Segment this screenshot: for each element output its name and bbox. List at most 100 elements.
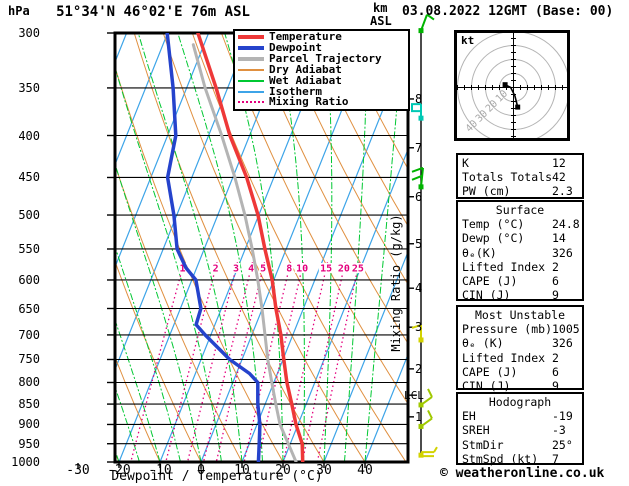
- stats-box-header: Surface: [495, 203, 545, 217]
- stats-row-value: 9: [552, 288, 559, 303]
- wind-barb: [411, 324, 424, 343]
- stats-row-value: 6: [552, 273, 559, 288]
- hodograph-trace: [504, 83, 519, 108]
- legend-label: Temperature: [269, 30, 342, 44]
- sounding-curves: [165, 33, 305, 462]
- km-tick-label: 5: [415, 237, 423, 251]
- mixing-ratio-axis-title: Mixing Ratio (g/kg): [389, 214, 403, 352]
- stats-row: Pressure (mb) 1005: [458, 322, 582, 336]
- km-tick-label: 6: [415, 190, 423, 204]
- stats-row: Temp (°C) 24.8: [458, 217, 582, 231]
- km-tick-label: 8: [415, 92, 423, 106]
- wind-barb: [418, 446, 438, 458]
- temp-tick-label: 30: [316, 463, 332, 478]
- mixing-ratio-value-label: 1: [179, 264, 185, 275]
- temp-tick-label: -10: [148, 463, 172, 478]
- stats-row-value: 42: [552, 170, 566, 185]
- stats-row-label: CIN (J): [462, 288, 511, 303]
- stats-row-label: StmDir: [462, 437, 504, 452]
- stats-row-label: Lifted Index: [462, 350, 546, 365]
- pressure-tick-label: 500: [18, 208, 40, 222]
- stats-row-value: 9: [552, 378, 559, 393]
- stats-row-value: 2: [552, 259, 559, 274]
- stats-row-label: StmSpd (kt): [462, 451, 539, 466]
- legend-item: Temperature: [235, 30, 408, 44]
- temp-tick-label: -30: [66, 463, 90, 478]
- stats-row-label: Pressure (mb): [462, 322, 553, 337]
- altitude-ref-label: ASL: [370, 14, 392, 28]
- mixing-ratio-value-label: 25: [352, 264, 364, 275]
- stats-row-label: Lifted Index: [462, 259, 546, 274]
- km-tick-label: 4: [415, 281, 423, 295]
- stats-row: Totals Totals 42: [458, 170, 582, 184]
- pressure-tick-label: 350: [18, 81, 40, 95]
- stats-row-value: 326: [552, 336, 573, 351]
- stats-row-label: CAPE (J): [462, 364, 518, 379]
- stats-box-hodograph: Hodograph EH -19 SREH -3 StmDir 25° StmSpd (kt)…: [456, 392, 584, 466]
- stats-row: CAPE (J) 6: [458, 274, 582, 288]
- stats-row-value: 326: [552, 245, 573, 260]
- stats-row: CIN (J) 9: [458, 379, 582, 393]
- pressure-tick-label: 850: [18, 397, 40, 411]
- stats-box: K 12 Totals Totals 42 PW (cm) 2.3: [456, 153, 584, 199]
- mixing-ratio-value-label: 2: [213, 264, 219, 275]
- mixing-ratio-value-label: 15: [320, 264, 332, 275]
- hodograph-marker: [515, 104, 521, 110]
- legend-item: Dry Adiabat: [235, 64, 408, 75]
- stats-row-label: CIN (J): [462, 378, 511, 393]
- legend-label: Dewpoint: [269, 41, 322, 55]
- mixing-ratio-value-label: 3: [233, 264, 239, 275]
- mixing-ratio-lines: [130, 262, 360, 462]
- credit-footer: © weatheronline.co.uk: [440, 466, 605, 481]
- temp-tick-label: 10: [234, 463, 250, 478]
- legend-label: Isotherm: [269, 84, 322, 98]
- stats-row-value: 1005: [552, 322, 580, 337]
- legend-swatch-thin: [238, 79, 264, 82]
- stats-row: K 12: [458, 156, 582, 170]
- stats-row-value: 7: [552, 451, 559, 466]
- stats-box-most-unstable: Most Unstable Pressure (mb) 1005 θₑ (K) 326 L…: [456, 305, 584, 393]
- stats-row-label: PW (cm): [462, 184, 511, 199]
- stats-row-value: 2.3: [552, 184, 573, 199]
- pressure-tick-label: 950: [18, 437, 40, 451]
- mixing-ratio-value-label: 8: [286, 264, 292, 275]
- pressure-tick-label: 600: [18, 273, 40, 287]
- stats-row-label: SREH: [462, 423, 490, 438]
- stats-row-label: Dewp (°C): [462, 231, 525, 246]
- pressure-tick-label: 1000: [11, 455, 40, 469]
- wind-barb: [418, 388, 433, 408]
- wind-barb: [411, 166, 424, 190]
- stats-box-surface: Surface Temp (°C) 24.8 Dewp (°C) 14 θₑ(K) 326 L…: [456, 200, 584, 302]
- legend-item: Mixing Ratio: [235, 96, 408, 107]
- mixing-ratio-value-label: 5: [260, 264, 266, 275]
- temp-tick-label: 40: [357, 463, 373, 478]
- page-title: 51°34'N 46°02'E 76m ASL: [56, 4, 250, 20]
- stats-row: CIN (J) 9: [458, 288, 582, 302]
- stats-row-label: θₑ(K): [462, 245, 497, 260]
- legend-swatch-thick: [238, 46, 264, 51]
- stats-row-label: Temp (°C): [462, 217, 525, 232]
- stats-row: SREH -3: [458, 423, 582, 437]
- stats-row-value: 14: [552, 231, 566, 246]
- temp-tick-label: 0: [197, 463, 205, 478]
- stats-row: StmDir 25°: [458, 438, 582, 452]
- stats-row-value: -19: [552, 409, 573, 424]
- dewpoint-curve: [165, 33, 262, 462]
- km-tick-label: 2: [415, 362, 423, 376]
- stats-row: StmSpd (kt) 7: [458, 452, 582, 466]
- stats-row-value: 25°: [552, 437, 573, 452]
- stats-row: θₑ (K) 326: [458, 336, 582, 350]
- pressure-tick-label: 550: [18, 242, 40, 256]
- hodograph-marker: [502, 82, 508, 88]
- pressure-unit-label: hPa: [8, 4, 30, 18]
- temp-tick-label: -20: [107, 463, 131, 478]
- stats-row-label: K: [462, 156, 469, 170]
- legend-item: Dewpoint: [235, 41, 408, 55]
- legend-item: Parcel Trajectory: [235, 53, 408, 64]
- legend-item: Isotherm: [235, 84, 408, 98]
- stats-row: Dewp (°C) 14: [458, 231, 582, 245]
- legend: Temperature Dewpoint Parcel Trajectory Dry …: [233, 29, 410, 111]
- stats-row: PW (cm) 2.3: [458, 184, 582, 198]
- legend-swatch-thin: [238, 68, 264, 71]
- pressure-tick-label: 450: [18, 170, 40, 184]
